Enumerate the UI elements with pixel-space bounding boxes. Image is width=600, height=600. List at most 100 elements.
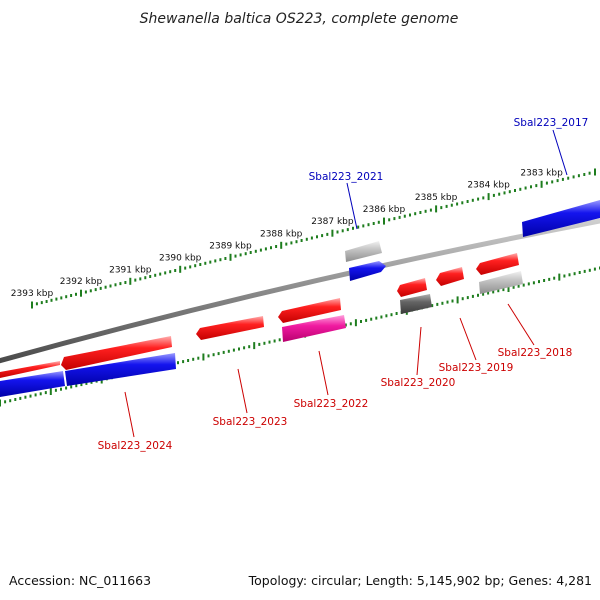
inner-minor-tick [344,323,347,327]
inner-minor-tick [512,285,515,289]
inner-minor-tick [375,316,378,320]
inner-minor-tick [80,383,83,387]
outer-major-tick [31,301,33,309]
outer-minor-tick [104,285,107,289]
inner-minor-tick [593,267,596,271]
outer-minor-tick [440,206,443,210]
inner-minor-tick [258,342,261,346]
gene-arrow-sbal223-2024-forward [0,361,60,378]
inner-minor-tick [370,317,373,321]
inner-minor-tick [578,271,581,274]
outer-minor-tick [209,260,212,264]
outer-minor-tick [461,201,464,205]
outer-minor-tick [503,191,506,195]
outer-minor-tick [114,283,117,287]
outer-minor-tick [545,181,548,185]
gene-arrow-sbal223-2020-dark [400,294,432,314]
outer-minor-tick [50,298,53,302]
map-title: Shewanella baltica OS223, complete genom… [140,11,459,27]
inner-minor-tick [70,385,73,389]
outer-minor-tick [119,282,122,286]
leader-line-sbal223-2024 [124,391,135,438]
kbp-tick-label: 2392 kbp [60,277,103,287]
leader-line-sbal223-2018 [507,303,535,346]
outer-minor-tick [409,213,411,217]
outer-minor-tick [419,211,422,214]
outer-minor-tick [35,302,38,306]
outer-minor-tick [270,246,272,250]
inner-minor-tick [522,283,525,287]
outer-minor-tick [244,252,247,256]
inner-minor-tick [54,388,57,392]
outer-minor-tick [199,263,202,266]
inner-minor-tick [90,380,93,384]
outer-minor-tick [164,271,167,275]
outer-major-tick [383,217,385,225]
outer-minor-tick [424,209,427,213]
inner-minor-tick [207,354,210,358]
inner-minor-tick [477,293,479,297]
inner-minor-tick [461,297,464,301]
outer-minor-tick [346,228,349,232]
inner-minor-tick [34,393,37,397]
leader-line-sbal223-2019 [459,317,477,361]
outer-minor-tick [514,189,516,192]
inner-minor-tick [238,347,240,351]
outer-minor-tick [174,269,177,272]
outer-major-tick [331,229,334,237]
outer-minor-tick [234,254,237,258]
outer-minor-tick [239,253,242,257]
outer-major-tick [80,289,82,297]
outer-minor-tick [159,272,162,276]
gene-arrow-sbal223-2023 [196,316,264,340]
outer-major-tick [594,168,596,176]
inner-minor-tick [360,320,362,323]
inner-minor-tick [182,360,185,364]
inner-minor-tick [14,398,17,401]
outer-minor-tick [530,185,532,189]
outer-minor-tick [194,264,197,268]
outer-minor-tick [429,208,432,212]
gene-arrow-sbal223-2022 [282,315,346,342]
outer-minor-tick [341,229,344,233]
outer-minor-tick [290,241,293,245]
gene-arrow-sbal223-2022-upper [278,298,341,323]
outer-minor-tick [403,214,406,218]
outer-minor-tick [45,300,48,303]
inner-minor-tick [538,280,540,284]
leader-line-sbal223-2020 [416,326,422,376]
inner-minor-tick [177,361,179,365]
inner-minor-tick [502,288,505,292]
outer-minor-tick [70,294,73,297]
outer-minor-tick [588,171,591,175]
gene-arrow-sbal223-2019 [436,267,464,286]
inner-minor-tick [29,394,32,398]
outer-minor-tick [144,276,147,280]
kbp-tick-label: 2393 kbp [11,289,54,299]
gene-label-sbal223-2018: Sbal223_2018 [498,347,573,359]
gene-label-sbal223-2022: Sbal223_2022 [294,398,369,410]
outer-minor-tick [134,278,137,282]
outer-minor-tick [450,203,453,207]
leader-line-sbal223-2023 [237,368,248,414]
outer-minor-tick [377,220,380,224]
outer-minor-tick [445,204,448,208]
inner-minor-tick [446,300,449,304]
inner-minor-tick [60,387,62,391]
outer-minor-tick [362,224,365,228]
outer-minor-tick [124,281,127,284]
inner-minor-tick [497,289,500,293]
outer-minor-tick [169,270,172,274]
outer-minor-tick [372,222,375,225]
outer-minor-tick [477,197,480,201]
kbp-tick-label: 2385 kbp [415,193,458,203]
kbp-tick-label: 2386 kbp [363,205,406,215]
outer-minor-tick [357,225,360,229]
outer-minor-tick [367,223,370,227]
gene-arrow-sbal223-2020 [397,278,427,297]
kbp-tick-label: 2387 kbp [311,217,354,227]
outer-minor-tick [214,259,217,263]
outer-major-tick [487,193,490,201]
outer-minor-tick [310,236,313,240]
inner-minor-tick [568,273,571,277]
